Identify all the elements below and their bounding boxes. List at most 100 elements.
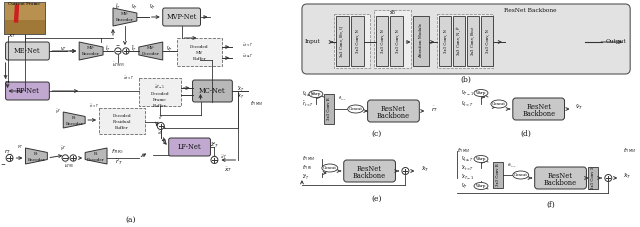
- Text: $\tilde{r}_T$: $\tilde{r}_T$: [4, 77, 11, 87]
- Text: $-$: $-$: [115, 42, 121, 47]
- Bar: [336, 16, 349, 66]
- Text: $f_{T(R)}$: $f_{T(R)}$: [111, 148, 123, 156]
- Text: $\hat{x}_T$: $\hat{x}_T$: [623, 171, 632, 181]
- Text: MV-: MV-: [147, 46, 155, 50]
- FancyBboxPatch shape: [367, 100, 419, 122]
- Text: ResNet Backbone: ResNet Backbone: [504, 7, 557, 12]
- Text: $f_{T(MV)}$: $f_{T(MV)}$: [302, 155, 316, 163]
- Bar: [351, 16, 364, 66]
- Text: $\hat{x}_{t<T}$: $\hat{x}_{t<T}$: [461, 163, 474, 173]
- Text: Decoded: Decoded: [150, 92, 169, 96]
- Circle shape: [6, 155, 13, 161]
- Text: ME-Net: ME-Net: [14, 47, 41, 55]
- Text: MV-: MV-: [87, 46, 95, 50]
- Text: $r_T$: $r_T$: [4, 148, 11, 156]
- Text: $f_{T(MV)}$: $f_{T(MV)}$: [623, 147, 637, 155]
- Bar: [324, 94, 334, 124]
- Text: Backbone: Backbone: [544, 179, 577, 187]
- Ellipse shape: [348, 105, 364, 113]
- Text: $\hat{x}_T$: $\hat{x}_T$: [421, 164, 430, 174]
- Text: 3x3 Conv, N: 3x3 Conv, N: [355, 29, 359, 53]
- Text: (f): (f): [546, 201, 555, 209]
- Text: $\hat{v}_T$: $\hat{v}_T$: [575, 102, 584, 112]
- Circle shape: [115, 48, 121, 54]
- Text: MC-Net: MC-Net: [199, 87, 226, 95]
- Text: $f_{T(MV)}$: $f_{T(MV)}$: [250, 100, 264, 108]
- Bar: [453, 16, 465, 66]
- Bar: [588, 167, 598, 189]
- Text: x8: x8: [390, 10, 396, 15]
- Text: $\tilde{x}_T$: $\tilde{x}_T$: [224, 165, 232, 175]
- FancyBboxPatch shape: [169, 138, 211, 156]
- Text: ResNet: ResNet: [357, 165, 382, 173]
- Text: Input: Input: [305, 39, 321, 44]
- Text: RP-Net: RP-Net: [15, 87, 40, 95]
- Ellipse shape: [322, 164, 338, 172]
- Text: $\hat{b}_{T(MV)}$: $\hat{b}_{T(MV)}$: [111, 61, 124, 69]
- Text: Decoder: Decoder: [142, 52, 160, 56]
- Circle shape: [70, 155, 76, 161]
- Text: $\hat{r}_{t<T}$: $\hat{r}_{t<T}$: [302, 99, 314, 109]
- Text: (b): (b): [461, 76, 472, 84]
- Text: 3x3 Conv B: 3x3 Conv B: [496, 164, 500, 186]
- Text: $\hat{v}_{t\leq T}$: $\hat{v}_{t\leq T}$: [302, 89, 315, 99]
- Bar: [413, 16, 429, 66]
- Circle shape: [211, 156, 218, 163]
- Text: $\bar{x}_T$: $\bar{x}_T$: [237, 93, 244, 101]
- Text: 3x3 Conv, $N_{in}$, Q: 3x3 Conv, $N_{in}$, Q: [339, 24, 346, 58]
- Ellipse shape: [309, 91, 323, 98]
- Text: Residual: Residual: [113, 120, 131, 124]
- Text: $\hat{r}_{t<T}$: $\hat{r}_{t<T}$: [89, 102, 99, 110]
- Circle shape: [157, 123, 164, 129]
- Text: $\hat{v}_T$: $\hat{v}_T$: [166, 44, 173, 54]
- Text: R-: R-: [34, 152, 38, 156]
- Text: R-: R-: [94, 152, 99, 156]
- Text: Backbone: Backbone: [522, 110, 556, 118]
- Bar: [4, 2, 45, 34]
- Text: $\hat{x}_{t<T}$: $\hat{x}_{t<T}$: [123, 74, 134, 82]
- Text: $\hat{v}_T$: $\hat{v}_T$: [148, 2, 156, 12]
- Text: Concat: Concat: [492, 102, 506, 106]
- Bar: [467, 16, 479, 66]
- Polygon shape: [15, 5, 19, 22]
- Text: $\bar{v}_T$: $\bar{v}_T$: [131, 4, 138, 12]
- Text: $\hat{r}'_T$: $\hat{r}'_T$: [115, 157, 124, 167]
- Text: Backbone: Backbone: [353, 172, 386, 180]
- Text: $\hat{z}'_T$: $\hat{z}'_T$: [302, 172, 310, 182]
- FancyBboxPatch shape: [6, 82, 49, 100]
- Text: $\hat{v}_{t<T}$: $\hat{v}_{t<T}$: [461, 99, 474, 109]
- Text: $x_T$: $x_T$: [8, 32, 16, 40]
- FancyBboxPatch shape: [344, 160, 396, 182]
- Text: (a): (a): [125, 216, 136, 224]
- Text: Concat: Concat: [323, 166, 337, 170]
- Text: Encoder: Encoder: [28, 158, 45, 162]
- Ellipse shape: [474, 183, 488, 190]
- Bar: [390, 16, 403, 66]
- Bar: [334, 14, 369, 68]
- Text: $\hat{x}'_T$: $\hat{x}'_T$: [220, 153, 228, 161]
- Text: $\hat{v}_{t\leq T}$: $\hat{v}_{t\leq T}$: [461, 154, 474, 164]
- Text: R-: R-: [72, 116, 76, 120]
- Text: $\hat{y}_T$: $\hat{y}_T$: [55, 108, 61, 116]
- Text: $y_T$: $y_T$: [17, 143, 24, 151]
- Text: $\hat{x}_T$: $\hat{x}_T$: [237, 84, 244, 94]
- Text: $\hat{x}_{T-1}$: $\hat{x}_{T-1}$: [154, 83, 166, 91]
- Bar: [4, 2, 45, 20]
- Ellipse shape: [474, 155, 488, 163]
- Text: 3x3 Conv, N: 3x3 Conv, N: [485, 29, 489, 53]
- Circle shape: [605, 175, 612, 182]
- Text: (c): (c): [371, 130, 381, 138]
- Text: Decoder: Decoder: [87, 158, 105, 162]
- Text: $\hat{v}_T$: $\hat{v}_T$: [461, 181, 468, 191]
- Text: $\hat{v}_{t\leq T}$: $\hat{v}_{t\leq T}$: [243, 52, 253, 60]
- Polygon shape: [63, 112, 85, 128]
- Text: Current Frame: Current Frame: [8, 2, 40, 6]
- Text: Frame: Frame: [153, 98, 166, 102]
- Polygon shape: [139, 42, 163, 60]
- Text: (e): (e): [371, 195, 382, 203]
- Text: MV-: MV-: [121, 12, 129, 16]
- Text: $\hat{x}_{T-1}$: $\hat{x}_{T-1}$: [461, 172, 474, 182]
- Text: ResNet: ResNet: [381, 105, 406, 113]
- Ellipse shape: [474, 89, 488, 96]
- Text: ResNet: ResNet: [526, 103, 551, 111]
